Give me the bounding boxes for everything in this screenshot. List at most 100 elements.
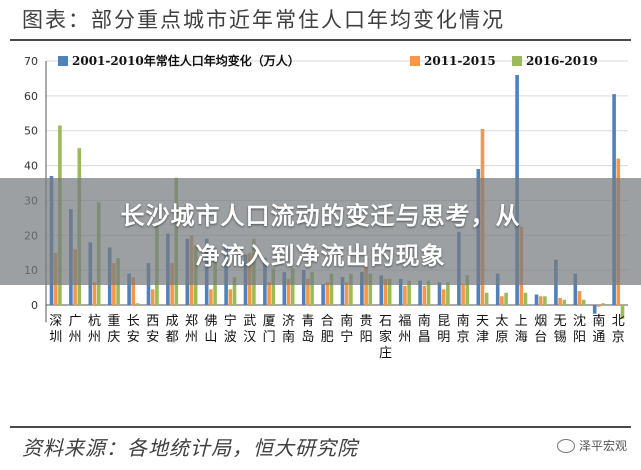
x-tick-label: 重 bbox=[107, 313, 120, 329]
x-tick-label: 州 bbox=[185, 330, 198, 345]
source-text: 资料来源：各地统计局，恒大研究院 bbox=[22, 436, 358, 460]
bar-3 bbox=[426, 280, 431, 305]
legend-swatch bbox=[58, 56, 68, 66]
bar-1 bbox=[534, 294, 539, 305]
legend-swatch bbox=[512, 56, 522, 66]
bar-3 bbox=[562, 299, 567, 305]
bar-3 bbox=[290, 268, 295, 305]
bar-3 bbox=[349, 273, 353, 305]
x-tick-label: 青 bbox=[301, 314, 314, 329]
bar-3 bbox=[504, 292, 508, 305]
bar-2 bbox=[538, 296, 543, 305]
x-tick-label: 沈 bbox=[573, 314, 586, 329]
watermark: 泽平宏观 bbox=[556, 437, 627, 454]
bar-3 bbox=[601, 303, 605, 305]
bar-3 bbox=[523, 292, 528, 305]
bar-1 bbox=[398, 278, 403, 305]
bar-3 bbox=[581, 299, 586, 305]
bar-3 bbox=[543, 296, 547, 305]
x-tick-label: 深 bbox=[49, 314, 62, 329]
bar-3 bbox=[135, 303, 140, 305]
x-tick-label: 西 bbox=[146, 314, 159, 329]
bar-3 bbox=[368, 273, 373, 305]
x-tick-label: 太 bbox=[495, 314, 508, 329]
x-tick-label: 都 bbox=[166, 330, 179, 345]
x-tick-label: 州 bbox=[69, 330, 82, 345]
x-tick-label: 杭 bbox=[88, 314, 101, 329]
bar-3 bbox=[465, 275, 470, 305]
bar-2 bbox=[597, 305, 601, 307]
x-tick-label: 津 bbox=[476, 330, 489, 345]
x-tick-label: 州 bbox=[398, 330, 411, 345]
title-divider bbox=[10, 39, 631, 41]
x-tick-label: 岛 bbox=[301, 329, 314, 345]
y-tick-label: 50 bbox=[24, 125, 38, 138]
y-tick-label: 0 bbox=[31, 299, 38, 312]
x-tick-label: 济 bbox=[282, 314, 295, 329]
bar-2 bbox=[306, 278, 310, 305]
bar-2 bbox=[286, 278, 291, 305]
x-tick-label: 无 bbox=[554, 314, 567, 329]
bar-1 bbox=[301, 270, 306, 305]
bar-3 bbox=[271, 268, 276, 305]
x-tick-label: 烟 bbox=[534, 314, 547, 329]
x-tick-label: 安 bbox=[127, 330, 140, 345]
x-tick-label: 昌 bbox=[418, 330, 431, 345]
bar-3 bbox=[232, 277, 237, 305]
bar-2 bbox=[441, 289, 446, 305]
x-tick-label: 京 bbox=[612, 330, 625, 345]
x-tick-label: 家 bbox=[379, 329, 392, 345]
bar-2 bbox=[209, 289, 213, 305]
x-tick-label: 武 bbox=[243, 314, 256, 329]
bar-2 bbox=[325, 282, 330, 305]
x-tick-label: 广 bbox=[69, 314, 82, 329]
bar-3 bbox=[310, 271, 314, 305]
bar-3 bbox=[620, 305, 625, 319]
x-tick-label: 福 bbox=[398, 314, 411, 329]
bar-3 bbox=[387, 278, 392, 305]
bar-1 bbox=[592, 305, 597, 314]
x-tick-label: 昆 bbox=[437, 314, 450, 329]
legend-label: 2011-2015 bbox=[424, 54, 496, 68]
x-tick-label: 汉 bbox=[243, 330, 256, 345]
x-tick-label: 北 bbox=[612, 314, 625, 329]
y-tick-label: 70 bbox=[24, 55, 38, 68]
bar-2 bbox=[344, 282, 349, 305]
article-title-overlay[interactable]: 长沙城市人口流动的变迁与思考，从 净流入到净流出的现象 bbox=[0, 178, 641, 285]
x-tick-label: 阳 bbox=[360, 330, 373, 345]
x-tick-label: 门 bbox=[263, 330, 276, 345]
bar-3 bbox=[329, 273, 334, 305]
bar-2 bbox=[92, 282, 97, 305]
x-tick-label: 海 bbox=[515, 330, 528, 345]
x-tick-label: 南 bbox=[457, 313, 470, 329]
x-tick-label: 长 bbox=[127, 314, 140, 329]
y-tick-label: 40 bbox=[24, 160, 38, 173]
x-tick-label: 圳 bbox=[49, 330, 62, 345]
overlay-line-1: 长沙城市人口流动的变迁与思考，从 bbox=[120, 202, 521, 230]
watermark-label: 泽平宏观 bbox=[578, 439, 627, 453]
x-tick-label: 原 bbox=[495, 330, 508, 345]
x-tick-label: 肥 bbox=[321, 330, 334, 345]
bar-2 bbox=[500, 296, 504, 305]
x-tick-label: 天 bbox=[476, 314, 489, 329]
bar-1 bbox=[573, 273, 578, 305]
x-tick-label: 郑 bbox=[185, 314, 198, 329]
bar-3 bbox=[407, 280, 411, 305]
x-tick-label: 合 bbox=[321, 314, 334, 329]
y-tick-label: 60 bbox=[24, 90, 38, 103]
x-tick-label: 南 bbox=[592, 313, 605, 329]
x-tick-label: 州 bbox=[88, 330, 101, 345]
x-tick-label: 贵 bbox=[360, 314, 373, 329]
x-tick-label: 庆 bbox=[107, 330, 120, 345]
x-tick-label: 宁 bbox=[224, 313, 237, 329]
overlay-line-2: 净流入到净流出的现象 bbox=[195, 242, 446, 270]
x-tick-label: 台 bbox=[534, 330, 547, 345]
bar-2 bbox=[558, 298, 562, 305]
x-tick-label: 厦 bbox=[263, 314, 276, 329]
bar-1 bbox=[418, 280, 422, 305]
legend-swatch bbox=[410, 56, 420, 66]
footer-divider bbox=[10, 426, 631, 428]
x-tick-label: 佛 bbox=[204, 314, 217, 329]
bar-1 bbox=[282, 271, 287, 305]
title-bar: 图表：部分重点城市近年常住人口年均变化情况 bbox=[0, 0, 641, 40]
